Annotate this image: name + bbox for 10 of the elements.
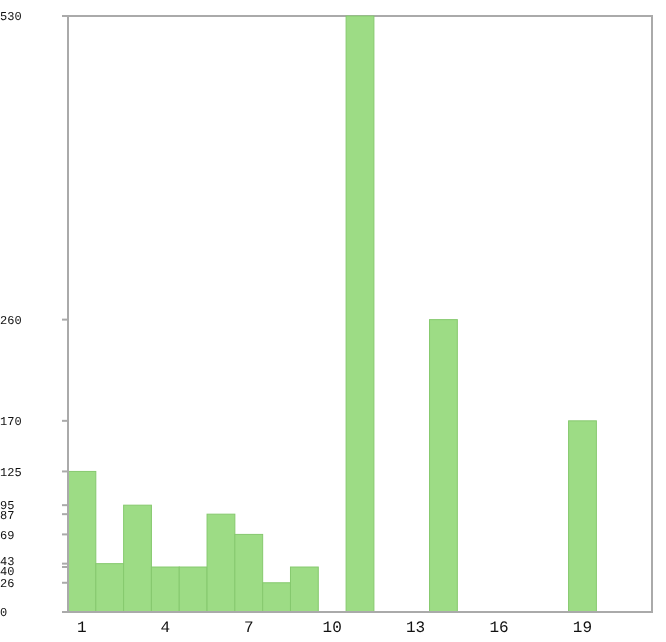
bar: [345, 15, 375, 613]
x-tick-label: 4: [160, 620, 171, 638]
bar: [429, 319, 458, 613]
bar: [568, 420, 597, 613]
x-tick-label: 1: [77, 620, 88, 638]
x-tick-label: 10: [322, 620, 343, 638]
x-tick-label: 13: [406, 620, 426, 638]
x-tick-label: 16: [489, 620, 510, 638]
x-tick-label: 7: [243, 620, 254, 638]
x-tick-label: 19: [572, 620, 593, 638]
